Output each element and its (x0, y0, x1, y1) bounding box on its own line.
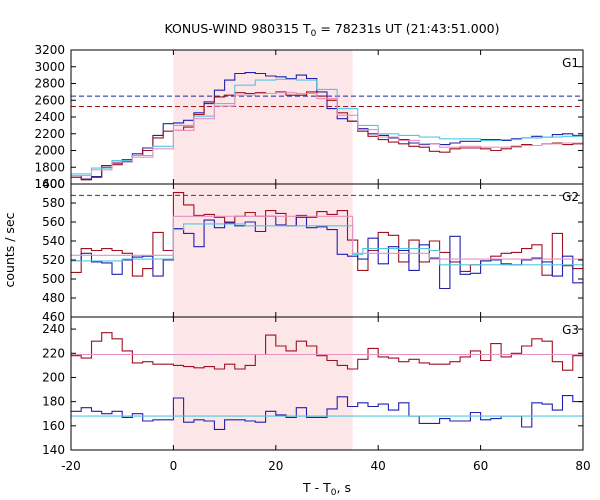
panel-g3: 140 160 180 200 220 240 G3 (42, 316, 584, 457)
x-tick-label: -20 (61, 459, 81, 473)
y-tick-label-g1: 2800 (34, 77, 65, 91)
y-tick-label-g1: 2200 (34, 127, 65, 141)
y-tick-label-g3: 180 (42, 395, 65, 409)
y-tick-label-g2: 540 (42, 234, 65, 248)
x-tick-label: 0 (170, 459, 178, 473)
panel-g2: 460 480 500 520 540 560 580 G2 (42, 183, 584, 324)
x-tick-label: 40 (371, 459, 386, 473)
series-g1-2 (71, 78, 583, 175)
y-tick-label-g1: 3000 (34, 60, 65, 74)
y-tick-label-g2: 520 (42, 253, 65, 267)
y-tick-label-g1: 1600 (34, 177, 65, 191)
y-tick-label-g1: 1800 (34, 160, 65, 174)
y-tick-label-g1: 2600 (34, 93, 65, 107)
y-tick-label-g1: 2400 (34, 110, 65, 124)
series-g2-2 (71, 223, 583, 266)
panel-label-g1: G1 (562, 56, 579, 70)
x-tick-label: 20 (268, 459, 283, 473)
series-g2-0 (71, 192, 583, 277)
x-tick-label: 60 (473, 459, 488, 473)
panel-label-g2: G2 (562, 190, 579, 204)
y-axis-label: counts / sec (2, 212, 17, 287)
series-g1-3 (71, 92, 583, 177)
series-g3-0 (71, 332, 583, 371)
x-tick-label: 80 (575, 459, 590, 473)
panel-frame-g3 (70, 316, 584, 451)
y-tick-label-g2: 480 (42, 291, 65, 305)
highlight-interval-g2 (173, 184, 353, 317)
highlight-interval-g3 (173, 317, 353, 450)
y-tick-label-g3: 140 (42, 443, 65, 457)
y-tick-label-g2: 460 (42, 310, 65, 324)
series-g1-0 (71, 72, 583, 180)
y-tick-label-g1: 3200 (34, 43, 65, 57)
panel-g1: 1600 1800 2000 2200 2400 2600 2800 3000 3200 1400… (34, 43, 584, 191)
y-tick-label-g1: 2000 (34, 144, 65, 158)
series-g2-3 (71, 215, 584, 260)
highlight-interval-g1 (173, 50, 353, 184)
y-tick-label-g2: 560 (42, 215, 65, 229)
y-tick-label-g2: 580 (42, 196, 65, 210)
y-tick-label-g3: 220 (42, 346, 65, 360)
y-tick-label-g3: 200 (42, 370, 65, 384)
y-tick-label-g3: 240 (42, 322, 65, 336)
series-g2-1 (71, 215, 583, 290)
series-g3-1 (71, 395, 583, 430)
chart-title: KONUS-WIND 980315 T0 = 78231s UT (21:43:… (164, 21, 499, 39)
y-tick-label-g1-bottom: 1400 (34, 177, 65, 191)
x-axis-label: T - T0, s (302, 480, 351, 498)
panel-label-g3: G3 (562, 323, 579, 337)
y-tick-label-g3: 160 (42, 419, 65, 433)
y-tick-label-g2: 500 (42, 272, 65, 286)
